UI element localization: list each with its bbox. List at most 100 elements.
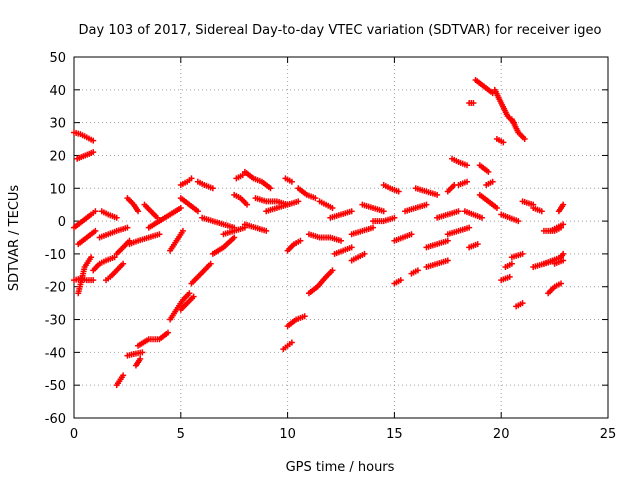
- data-point: [444, 257, 451, 264]
- data-point: [474, 241, 481, 248]
- x-tick-label: 15: [386, 427, 403, 442]
- data-point: [92, 227, 99, 234]
- data-point: [444, 237, 451, 244]
- data-point: [515, 218, 522, 225]
- data-point: [156, 231, 163, 238]
- y-tick-label: 20: [49, 149, 66, 164]
- y-axis-label: SDTVAR / TECUs: [7, 185, 22, 292]
- axis-ticks: 0 5 10 15 20 25 -60 -50 -40 -30 -20 -10 0 10 20 30 40 50: [45, 51, 617, 442]
- data-point: [348, 208, 355, 215]
- data-point: [312, 195, 319, 202]
- data-point: [301, 313, 308, 320]
- data-point: [519, 250, 526, 257]
- data-point: [179, 227, 186, 234]
- data-point: [120, 372, 127, 379]
- data-point: [395, 188, 402, 195]
- y-tick-label: -60: [45, 412, 66, 427]
- data-point: [464, 178, 471, 185]
- data-point: [329, 267, 336, 274]
- data-point: [370, 224, 377, 231]
- data-point: [90, 137, 97, 144]
- data-point: [500, 139, 507, 146]
- data-point: [558, 280, 565, 287]
- data-point: [186, 290, 193, 297]
- y-tick-label: 50: [49, 51, 66, 66]
- data-point: [455, 208, 462, 215]
- data-point: [506, 273, 513, 280]
- data-point: [194, 208, 201, 215]
- data-point: [231, 234, 238, 241]
- plot-area: [73, 56, 609, 419]
- data-point: [288, 339, 295, 346]
- data-point: [380, 208, 387, 215]
- x-axis-label: GPS time / hours: [286, 460, 395, 475]
- data-point: [560, 257, 567, 264]
- x-tick-label: 20: [493, 427, 510, 442]
- y-tick-label: 30: [49, 117, 66, 132]
- data-point: [391, 214, 398, 221]
- chart-title: Day 103 of 2017, Sidereal Day-to-day VTE…: [79, 23, 602, 38]
- y-tick-label: -50: [45, 379, 66, 394]
- data-point: [295, 198, 302, 205]
- data-point: [139, 349, 146, 356]
- data-point: [508, 260, 515, 267]
- data-point: [111, 254, 118, 261]
- data-point: [489, 178, 496, 185]
- x-tick-label: 5: [177, 427, 185, 442]
- y-tick-label: 10: [49, 182, 66, 197]
- data-point: [288, 178, 295, 185]
- x-tick-label: 25: [600, 427, 617, 442]
- data-point: [137, 355, 144, 362]
- data-point: [244, 201, 251, 208]
- data-point: [92, 208, 99, 215]
- data-point: [188, 175, 195, 182]
- grid-lines: [74, 57, 608, 418]
- data-point: [560, 201, 567, 208]
- data-point: [124, 224, 131, 231]
- y-tick-label: -30: [45, 314, 66, 329]
- y-tick-label: -20: [45, 281, 66, 296]
- data-point: [521, 136, 528, 143]
- data-point: [560, 250, 567, 257]
- data-point: [493, 204, 500, 211]
- data-point: [423, 201, 430, 208]
- data-point: [90, 277, 97, 284]
- data-point: [135, 208, 142, 215]
- data-point: [190, 293, 197, 300]
- x-tick-label: 10: [279, 427, 296, 442]
- data-point: [361, 250, 368, 257]
- data-point: [338, 237, 344, 244]
- data-points: [71, 76, 567, 389]
- data-point: [470, 99, 477, 106]
- data-point: [478, 214, 485, 221]
- data-point: [207, 260, 214, 267]
- data-point: [485, 168, 492, 175]
- data-point: [414, 267, 421, 274]
- data-point: [464, 162, 471, 169]
- data-point: [434, 191, 441, 198]
- data-point: [329, 204, 336, 211]
- y-tick-label: 0: [58, 215, 66, 230]
- y-tick-label: -10: [45, 248, 66, 263]
- data-point: [88, 254, 95, 261]
- data-point: [397, 277, 404, 284]
- data-point: [263, 227, 270, 234]
- data-point: [560, 221, 567, 228]
- data-point: [267, 185, 274, 192]
- y-tick-label: -40: [45, 346, 66, 361]
- data-point: [348, 244, 355, 251]
- data-point: [466, 224, 473, 231]
- data-point: [408, 231, 415, 238]
- y-tick-label: 40: [49, 84, 66, 99]
- data-point: [519, 300, 526, 307]
- data-point: [177, 204, 184, 211]
- data-point: [164, 329, 171, 336]
- data-point: [90, 149, 97, 156]
- data-point: [120, 260, 127, 267]
- data-point: [538, 208, 545, 215]
- x-tick-label: 0: [70, 427, 78, 442]
- data-point: [209, 185, 216, 192]
- data-point: [113, 214, 120, 221]
- data-point: [297, 237, 304, 244]
